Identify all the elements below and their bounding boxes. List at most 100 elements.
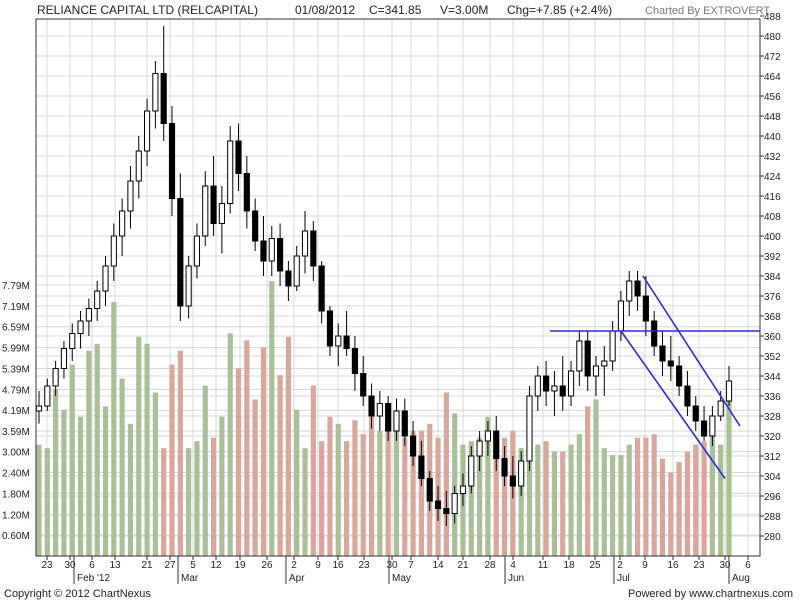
volume-bar <box>576 434 582 556</box>
volume-bar <box>501 437 508 556</box>
month-label: Jun <box>508 573 524 584</box>
channel-upper-line <box>642 275 741 427</box>
candle-up <box>526 395 533 462</box>
candle-down <box>501 458 508 477</box>
candle-up <box>567 370 575 397</box>
candle-up <box>335 335 342 347</box>
candle-up <box>626 280 633 302</box>
price-tick-label: 296 <box>764 492 781 503</box>
volume-tick-label: 5.99M <box>2 344 30 355</box>
month-label: Apr <box>289 573 305 584</box>
date-tick-label: 25 <box>589 560 601 571</box>
candle-down <box>351 348 358 374</box>
price-tick-label: 368 <box>764 312 781 323</box>
candle-up <box>551 385 558 392</box>
volume-bar <box>94 343 100 556</box>
date-tick-label: 14 <box>432 560 444 571</box>
candle-down <box>676 365 683 387</box>
volume-bar <box>668 472 674 556</box>
volume-bar <box>102 406 109 556</box>
month-label: Mar <box>181 573 199 584</box>
volume-bar <box>119 378 125 556</box>
volume-tick-label: 1.20M <box>2 510 30 521</box>
candle-up <box>110 235 117 267</box>
volume-bar <box>144 343 150 556</box>
price-tick-label: 384 <box>764 272 781 283</box>
date-tick-label: 9 <box>315 560 321 571</box>
volume-bar <box>244 340 250 556</box>
volume-bar <box>161 448 167 556</box>
candle-up <box>576 340 583 372</box>
candle-up <box>476 440 483 457</box>
candle-up <box>376 403 383 417</box>
volume-bar <box>477 437 483 556</box>
candle-up <box>459 485 467 494</box>
volume-bar <box>36 444 42 556</box>
volume-bar <box>211 437 217 556</box>
volume-bar <box>252 399 258 556</box>
candle-up <box>102 265 109 292</box>
volume-bar <box>676 462 682 556</box>
header-credit: Charted By EXTROVERT <box>645 5 770 17</box>
volume-bar <box>684 451 691 556</box>
candle-down <box>642 295 649 322</box>
volume-bar <box>402 437 408 556</box>
candle-up <box>94 290 101 309</box>
candle-down <box>584 340 591 377</box>
volume-bar <box>718 444 724 556</box>
volume-bar <box>626 444 632 556</box>
date-tick-label: 30 <box>386 560 398 571</box>
price-tick-label: 304 <box>764 472 781 483</box>
price-tick-label: 488 <box>764 12 781 23</box>
date-tick-label: 30 <box>719 560 731 571</box>
candle-down <box>667 360 674 367</box>
date-tick-label: 23 <box>693 560 705 571</box>
price-axis: 280 288 296 304 312 320 328 336 344 352 360 368 376 3… <box>760 12 781 543</box>
date-tick-label: 5 <box>190 560 196 571</box>
candle-up <box>534 375 541 397</box>
candle-down <box>360 373 367 397</box>
month-label: Jul <box>617 573 630 584</box>
volume-bar <box>302 448 308 556</box>
candle-down <box>318 265 325 312</box>
candle-down <box>634 280 641 297</box>
header-change: Chg=+7.85 (+2.4%) <box>507 3 612 17</box>
volume-bar <box>194 441 200 556</box>
price-tick-label: 328 <box>764 412 781 423</box>
volume-tick-label: 0.60M <box>2 531 30 542</box>
volume-bar <box>294 409 300 556</box>
candle-up <box>617 300 625 332</box>
volume-bar <box>202 385 208 556</box>
volume-tick-label: 4.79M <box>2 385 30 396</box>
footer-powered-by: Powered by www.chartnexus.com <box>628 588 793 600</box>
volume-bar <box>335 423 341 556</box>
date-tick-label: 16 <box>332 560 344 571</box>
price-tick-label: 440 <box>764 132 781 143</box>
volume-tick-label: 1.80M <box>2 489 30 500</box>
date-tick-label: 9 <box>642 560 648 571</box>
volume-bar <box>618 455 624 556</box>
volume-bar <box>485 416 491 556</box>
candle-down <box>543 375 550 392</box>
date-tick-label: 30 <box>64 560 76 571</box>
volume-bar <box>219 416 225 556</box>
volume-tick-label: 2.40M <box>2 469 30 480</box>
candle-down <box>326 310 334 347</box>
price-tick-label: 408 <box>764 212 781 223</box>
price-tick-label: 360 <box>764 332 781 343</box>
candle-up <box>227 140 234 204</box>
volume-bar <box>344 441 350 556</box>
candle-down <box>434 500 442 509</box>
candle-up <box>218 203 225 224</box>
volume-bar <box>693 444 699 556</box>
volume-bar <box>235 368 242 556</box>
volume-bar <box>610 455 616 556</box>
volume-bar <box>643 437 649 556</box>
trendlines <box>550 275 760 479</box>
volume-axis: 0.60M 1.20M 1.80M 2.40M 3.00M 3.59M 4.19M 4.79M… <box>2 281 30 542</box>
volume-bar <box>418 430 424 556</box>
candle-up <box>717 400 724 417</box>
volume-bar <box>443 392 449 556</box>
volume-bar <box>177 350 183 556</box>
